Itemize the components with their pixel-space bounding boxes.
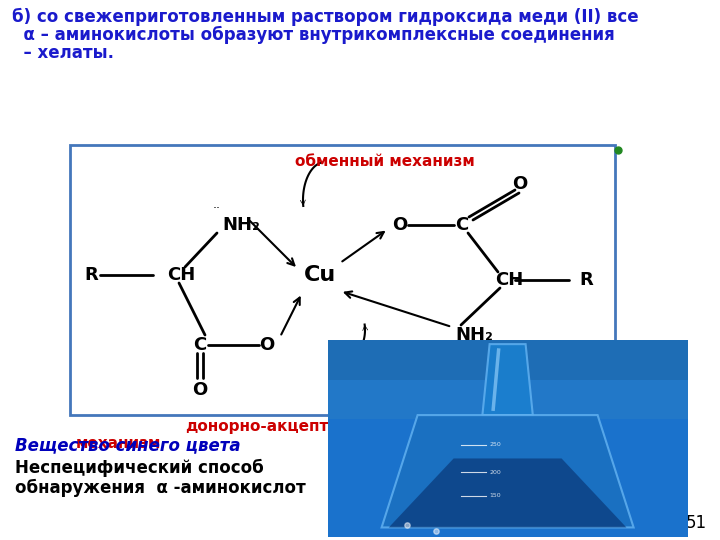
Text: α – аминокислоты образуют внутрикомплексные соединения: α – аминокислоты образуют внутрикомплекс… [12,26,615,44]
Text: O: O [513,175,528,193]
Polygon shape [328,419,688,537]
Text: 51: 51 [686,514,707,532]
Text: – хелаты.: – хелаты. [12,44,114,62]
Text: ··: ·· [213,202,221,215]
Text: C: C [194,336,207,354]
Text: 250: 250 [490,442,501,447]
Point [430,527,441,536]
Text: C: C [455,216,469,234]
Text: NH₂: NH₂ [455,326,493,344]
Text: NH₂: NH₂ [222,216,260,234]
Text: O: O [392,216,408,234]
Text: O: O [259,336,274,354]
Text: Вещество синего цвета: Вещество синего цвета [15,436,240,454]
Text: R: R [579,271,593,289]
Text: CH: CH [495,271,523,289]
Point [401,521,413,530]
Text: 150: 150 [490,494,501,498]
FancyBboxPatch shape [70,145,615,415]
Text: б) со свежеприготовленным раствором гидроксида меди (II) все: б) со свежеприготовленным раствором гидр… [12,8,639,26]
Polygon shape [328,340,688,419]
Text: донорно-акцепторный: донорно-акцепторный [185,418,384,434]
Text: обнаружения  α -аминокислот: обнаружения α -аминокислот [15,479,306,497]
Text: 200: 200 [490,470,501,475]
Text: механизм: механизм [76,436,161,451]
Text: CH: CH [167,266,195,284]
Polygon shape [328,380,688,537]
Polygon shape [328,340,688,537]
Text: Cu: Cu [304,265,336,285]
Text: O: O [192,381,207,399]
Text: Неспецифический способ: Неспецифический способ [15,459,264,477]
Text: R: R [84,266,98,284]
Text: обменный механизм: обменный механизм [295,154,475,170]
Polygon shape [389,458,626,528]
Polygon shape [482,344,533,415]
Polygon shape [382,415,634,528]
